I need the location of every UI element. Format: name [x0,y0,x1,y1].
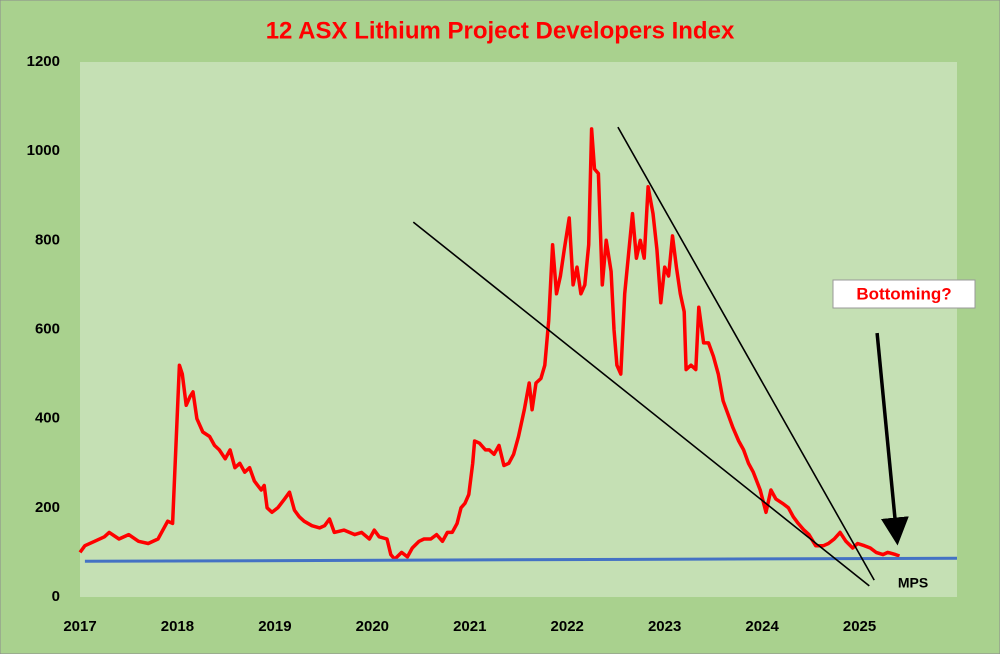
y-tick-label: 200 [35,499,60,516]
x-tick-label: 2025 [843,618,876,635]
x-tick-label: 2023 [648,618,681,635]
y-tick-label: 800 [35,231,60,248]
x-tick-label: 2020 [356,618,389,635]
x-tick-label: 2021 [453,618,486,635]
y-tick-label: 1200 [27,53,60,70]
x-tick-label: 2019 [258,618,291,635]
arrow [875,332,909,546]
annotation: MPS [898,575,928,591]
y-tick-label: 1000 [27,142,60,159]
index-line [78,127,901,561]
x-tick-label: 2018 [161,618,194,635]
annotation: Bottoming? [856,284,951,303]
trend-line [84,556,958,563]
chart-title: 12 ASX Lithium Project Developers Index [266,17,735,44]
y-tick-label: 600 [35,320,60,337]
y-tick-label: 0 [52,588,60,605]
trend-line [412,221,870,587]
plot-area [80,62,957,597]
annotation-box [832,279,976,309]
x-tick-label: 2017 [63,618,96,635]
y-tick-label: 400 [35,410,60,427]
x-tick-label: 2022 [551,618,584,635]
x-tick-label: 2024 [745,618,779,635]
trend-line [617,126,875,581]
